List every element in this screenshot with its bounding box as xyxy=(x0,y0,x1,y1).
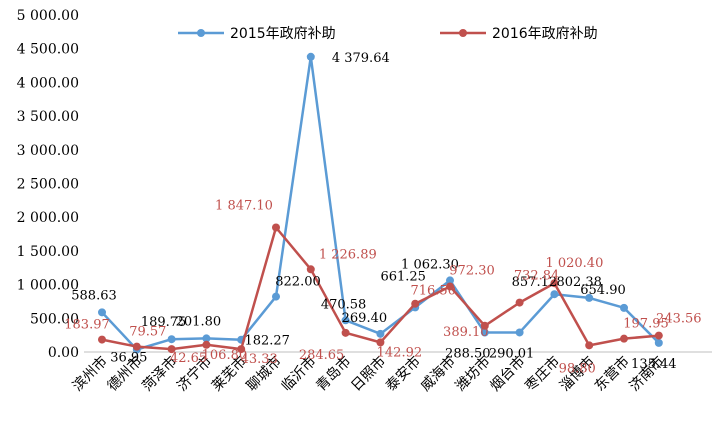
data-point xyxy=(167,345,176,354)
data-point xyxy=(376,329,385,338)
y-tick-label: 0.00 xyxy=(48,345,79,361)
data-point xyxy=(341,316,350,325)
data-point xyxy=(98,308,106,317)
data-point xyxy=(98,335,106,344)
data-point xyxy=(306,265,315,274)
data-label: 189.75 xyxy=(141,315,187,330)
series-layer xyxy=(98,52,663,354)
data-point xyxy=(550,279,559,288)
data-point xyxy=(515,298,524,307)
data-point xyxy=(202,340,211,349)
y-tick-label: 3 000.00 xyxy=(17,143,79,159)
data-point xyxy=(237,345,246,354)
data-label: 654.90 xyxy=(580,283,626,298)
data-label: 201.80 xyxy=(176,314,222,329)
data-point xyxy=(480,321,489,330)
data-label: 1 847.10 xyxy=(215,199,273,214)
data-point xyxy=(341,328,350,337)
data-label: 716.50 xyxy=(410,284,456,299)
y-tick-label: 5 000.00 xyxy=(17,8,79,24)
legend-marker-2016 xyxy=(459,29,467,37)
data-point xyxy=(550,290,559,299)
data-label: 389.10 xyxy=(443,325,489,340)
y-tick-label: 2 500.00 xyxy=(17,177,79,193)
legend-label-2015: 2015年政府补助 xyxy=(230,26,336,42)
data-point xyxy=(654,331,663,340)
data-label: 1 062.30 xyxy=(401,257,459,272)
data-point xyxy=(132,342,141,351)
data-point xyxy=(515,328,524,337)
data-label: 197.95 xyxy=(623,317,669,332)
data-label: 972.30 xyxy=(449,263,495,278)
y-tick-label: 3 500.00 xyxy=(17,109,79,125)
data-label: 588.63 xyxy=(71,288,117,303)
legend-label-2016: 2016年政府补助 xyxy=(492,26,598,42)
data-label: 43.33 xyxy=(241,352,278,367)
data-point xyxy=(620,334,628,343)
y-tick-label: 1 000.00 xyxy=(17,278,79,294)
data-label: 1 020.40 xyxy=(545,256,603,271)
data-label: 4 379.64 xyxy=(332,51,390,66)
data-label: 288.50 xyxy=(445,347,491,362)
legend-marker-2015 xyxy=(197,29,205,37)
y-tick-label: 4 000.00 xyxy=(17,75,79,91)
data-label: 290.01 xyxy=(489,346,535,361)
x-tick-label: 东营市 xyxy=(591,353,633,395)
data-label: 732.84 xyxy=(514,269,560,284)
data-label: 802.38 xyxy=(556,275,602,290)
data-point xyxy=(446,276,454,285)
y-tick-label: 500.00 xyxy=(30,311,79,327)
data-point xyxy=(411,299,420,308)
data-label: 142.92 xyxy=(377,345,423,360)
data-point xyxy=(585,341,594,350)
data-label: 470.58 xyxy=(321,297,367,312)
data-point xyxy=(376,338,385,347)
data-label: 857.12 xyxy=(512,275,558,290)
data-label: 1 226.89 xyxy=(319,247,377,262)
data-label: 98.80 xyxy=(559,361,596,376)
data-point xyxy=(272,292,280,301)
y-tick-label: 2 000.00 xyxy=(17,210,79,226)
axes: 0.00 500.00 1 000.00 1 500.00 2 000.00 2 500.… xyxy=(17,8,712,395)
data-point xyxy=(306,52,315,61)
y-tick-label: 1 500.00 xyxy=(17,244,79,260)
data-point xyxy=(202,334,211,343)
data-label: 269.40 xyxy=(342,311,388,326)
data-label: 42.65 xyxy=(170,351,207,366)
data-label: 183.97 xyxy=(64,318,110,333)
data-label: 182.27 xyxy=(244,334,290,349)
data-point xyxy=(480,328,489,337)
data-point xyxy=(585,293,594,302)
data-label: 243.56 xyxy=(656,312,702,327)
data-label: 36.95 xyxy=(110,351,147,366)
legend: 2015年政府补助 2016年政府补助 xyxy=(178,26,598,42)
data-label: 284.65 xyxy=(299,348,345,363)
y-tick-label: 4 500.00 xyxy=(17,42,79,58)
data-label: 79.57 xyxy=(129,325,166,340)
data-label: 661.25 xyxy=(380,269,426,284)
data-point xyxy=(620,303,628,312)
data-label: 106.80 xyxy=(202,348,248,363)
series-line-0 xyxy=(101,55,660,351)
data-label: 135.44 xyxy=(631,357,677,372)
data-point xyxy=(272,223,280,232)
data-label: 822.00 xyxy=(275,275,321,290)
data-point xyxy=(654,338,663,347)
data-point xyxy=(167,335,176,344)
data-point xyxy=(446,282,454,291)
